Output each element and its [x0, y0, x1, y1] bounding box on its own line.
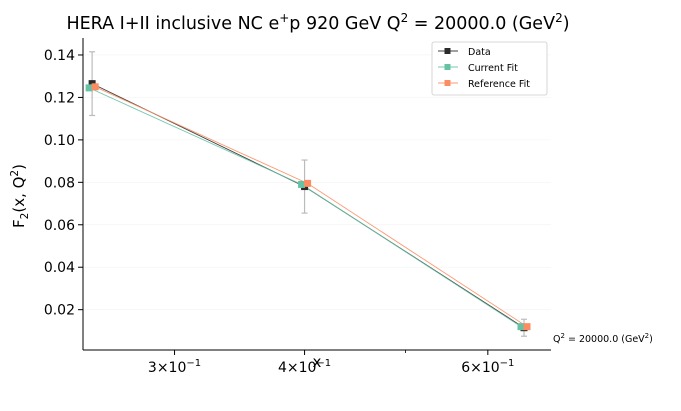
data-point — [304, 179, 312, 187]
y-tick-label: 0.02 — [44, 303, 75, 319]
legend-marker — [444, 64, 451, 70]
q2-annotation: Q2 = 20000.0 (GeV2) — [553, 332, 653, 345]
data-point — [523, 323, 531, 331]
y-tick-label: 0.14 — [44, 48, 75, 64]
chart-title: HERA I+II inclusive NC e+p 920 GeV Q2 = … — [66, 11, 569, 34]
data-point — [298, 180, 306, 188]
legend-frame — [431, 41, 548, 96]
legend-marker — [444, 48, 451, 54]
y-axis-label: F2(x, Q2) — [9, 164, 31, 228]
legend-label: Current Fit — [468, 63, 518, 74]
data-point — [85, 84, 93, 92]
y-ticks: 0.02 0.04 0.06 0.08 0.10 0.12 0.14 — [44, 48, 83, 319]
legend: Data Current Fit Reference Fit — [431, 41, 548, 96]
y-tick-label: 0.10 — [44, 133, 75, 149]
legend-label: Data — [468, 47, 491, 58]
series-line-0 — [91, 83, 525, 329]
y-tick-label: 0.12 — [44, 90, 75, 106]
x-tick-label: 4×10−1 — [278, 358, 331, 376]
data-point — [91, 83, 99, 91]
x-tick-label: 3×10−1 — [148, 358, 201, 376]
y-tick-label: 0.04 — [44, 260, 75, 276]
x-ticks: 3×10−1 4×10−1 6×10−1 — [148, 350, 514, 376]
data-point — [517, 323, 525, 331]
legend-label: Reference Fit — [468, 79, 530, 90]
legend-marker — [444, 80, 451, 86]
y-tick-label: 0.06 — [44, 218, 75, 234]
series-markers — [85, 80, 531, 332]
series-line-2 — [94, 86, 528, 328]
series-lines — [88, 83, 528, 329]
x-axis-label: x — [313, 353, 322, 371]
x-tick-label: 6×10−1 — [461, 358, 514, 376]
y-tick-label: 0.08 — [44, 175, 75, 191]
